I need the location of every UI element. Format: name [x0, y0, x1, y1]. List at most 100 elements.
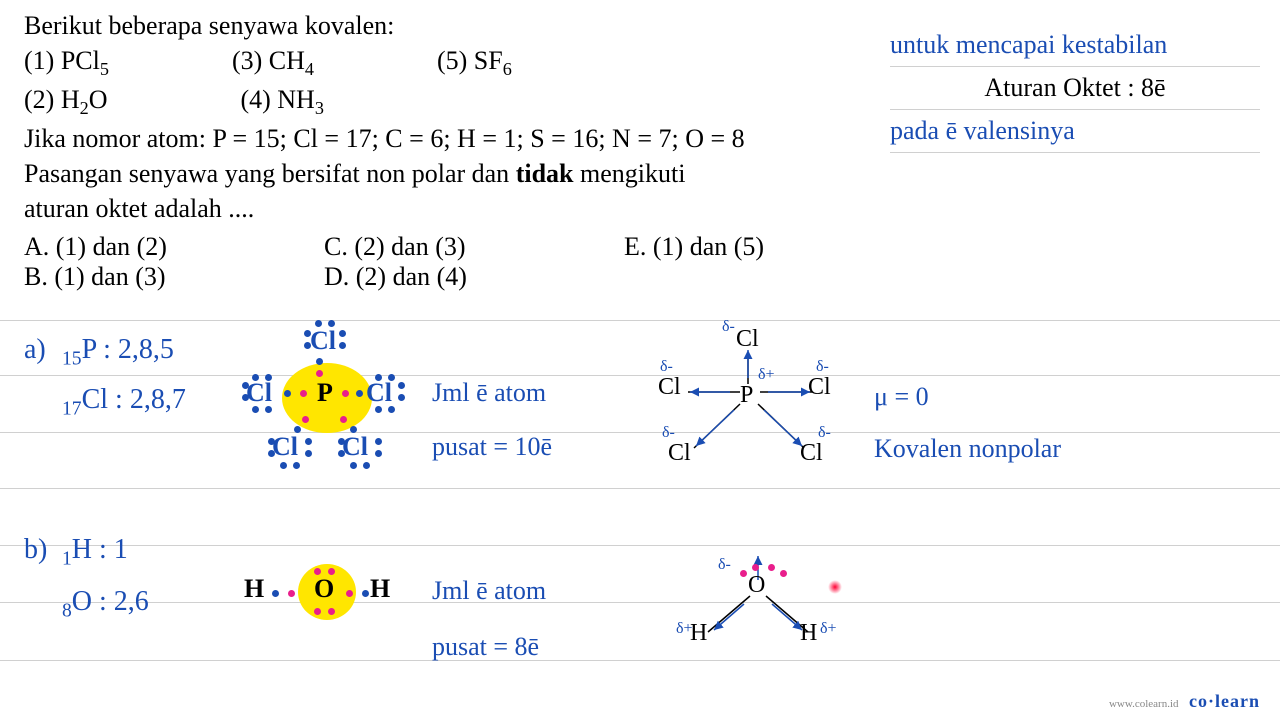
- work-a-label: a): [24, 334, 46, 366]
- compound-2: (2) H2O: [24, 85, 107, 114]
- option-e: E. (1) dan (5): [624, 232, 884, 262]
- lewis-dot: [305, 438, 312, 445]
- q-part-2: mengikuti: [574, 159, 686, 188]
- geo-h-right: H: [800, 620, 817, 647]
- note-sep: [890, 66, 1260, 67]
- rule-line: [0, 602, 1280, 603]
- geo-cl-left: Cl: [658, 374, 681, 401]
- lewis-dot: [342, 390, 349, 397]
- notes-panel: untuk mencapai kestabilan Aturan Oktet :…: [890, 30, 1260, 159]
- lewis-dot: [346, 590, 353, 597]
- kovalen-nonpolar: Kovalen nonpolar: [874, 434, 1061, 464]
- lewis-dot: [328, 320, 335, 327]
- lewis-dot: [268, 438, 275, 445]
- option-c: C. (2) dan (3): [324, 232, 584, 262]
- delta-minus: δ-: [718, 556, 731, 574]
- lewis-dot: [375, 438, 382, 445]
- lewis-cl-br: Cl: [342, 432, 368, 462]
- lewis-dot: [338, 450, 345, 457]
- delta-plus: δ+: [676, 620, 693, 638]
- lewis-cl-right: Cl: [366, 378, 392, 408]
- mu-zero: μ = 0: [874, 382, 929, 412]
- options-row-2: B. (1) dan (3) D. (2) dan (4): [24, 262, 1260, 292]
- lewis-cl-top: Cl: [310, 326, 336, 356]
- lewis-dot: [288, 590, 295, 597]
- lewis-dot: [294, 426, 301, 433]
- lewis-dot: [363, 462, 370, 469]
- cl-sub: 17: [62, 399, 82, 420]
- delta-minus: δ-: [660, 358, 673, 376]
- rule-line: [0, 320, 1280, 321]
- svg-text:P: P: [740, 382, 753, 408]
- lewis-dot: [388, 374, 395, 381]
- lewis-dot: [252, 406, 259, 413]
- lewis-dot: [338, 438, 345, 445]
- lewis-dot: [314, 568, 321, 575]
- brand-footer: www.colearn.id co·learn: [1109, 691, 1260, 712]
- lewis-dot: [316, 358, 323, 365]
- jml-a-1: Jml ē atom: [432, 378, 546, 408]
- lone-pair-dot: [740, 570, 747, 577]
- lewis-cl-bl: Cl: [272, 432, 298, 462]
- lewis-dot: [350, 426, 357, 433]
- lewis-dot: [272, 590, 279, 597]
- cl-conf-text: Cl : 2,8,7: [82, 384, 186, 415]
- lewis-dot: [252, 374, 259, 381]
- h-config: 1H : 1: [62, 534, 128, 571]
- o-sub: 8: [62, 601, 72, 622]
- lewis-dot: [339, 330, 346, 337]
- options-row-1: A. (1) dan (2) C. (2) dan (3) E. (1) dan…: [24, 232, 1260, 262]
- lewis-dot: [375, 374, 382, 381]
- lone-pair-dot: [768, 564, 775, 571]
- lewis-dot: [280, 462, 287, 469]
- lewis-dot: [339, 342, 346, 349]
- cl-config: 17Cl : 2,8,7: [62, 384, 186, 421]
- lewis-h-left: H: [244, 574, 264, 604]
- note-line-1: untuk mencapai kestabilan: [890, 30, 1260, 60]
- geo-cl-right: Cl: [808, 374, 831, 401]
- geo-o: O: [748, 572, 765, 599]
- note-sep: [890, 109, 1260, 110]
- cursor-indicator: [828, 580, 842, 594]
- delta-plus: δ+: [758, 366, 775, 384]
- lewis-dot: [314, 608, 321, 615]
- jml-a-2: pusat = 10ē: [432, 432, 552, 462]
- lewis-dot: [328, 568, 335, 575]
- lewis-o-center: O: [314, 574, 334, 604]
- delta-minus: δ-: [722, 318, 735, 336]
- lewis-dot: [398, 382, 405, 389]
- compound-5: (5) SF6: [437, 46, 512, 75]
- brand-logo: co·learn: [1189, 691, 1260, 711]
- lewis-dot: [242, 394, 249, 401]
- lewis-dot: [350, 462, 357, 469]
- q-bold: tidak: [516, 159, 574, 188]
- option-a: A. (1) dan (2): [24, 232, 284, 262]
- lewis-dot: [316, 370, 323, 377]
- lewis-dot: [362, 590, 369, 597]
- delta-minus: δ-: [818, 424, 831, 442]
- lewis-dot: [388, 406, 395, 413]
- lewis-p-center: P: [317, 378, 333, 408]
- option-b: B. (1) dan (3): [24, 262, 284, 292]
- lewis-dot: [305, 450, 312, 457]
- note-line-3: pada ē valensinya: [890, 116, 1260, 146]
- p-sub: 15: [62, 349, 82, 370]
- note-line-2: Aturan Oktet : 8ē: [890, 73, 1260, 103]
- delta-plus: δ+: [820, 620, 837, 638]
- p-conf-text: P : 2,8,5: [82, 334, 174, 365]
- lewis-dot: [356, 390, 363, 397]
- lewis-dot: [302, 416, 309, 423]
- lewis-dot: [242, 382, 249, 389]
- lone-pair-dot: [752, 564, 759, 571]
- jml-b-2: pusat = 8ē: [432, 632, 539, 662]
- compound-3: (3) CH4: [232, 46, 314, 75]
- option-d: D. (2) dan (4): [324, 262, 584, 292]
- p-config: 15P : 2,8,5: [62, 334, 174, 371]
- lewis-cl-left: Cl: [246, 378, 272, 408]
- lewis-dot: [340, 416, 347, 423]
- lewis-dot: [300, 390, 307, 397]
- o-config: 8O : 2,6: [62, 586, 149, 623]
- rule-line: [0, 545, 1280, 546]
- delta-minus: δ-: [662, 424, 675, 442]
- lewis-dot: [375, 450, 382, 457]
